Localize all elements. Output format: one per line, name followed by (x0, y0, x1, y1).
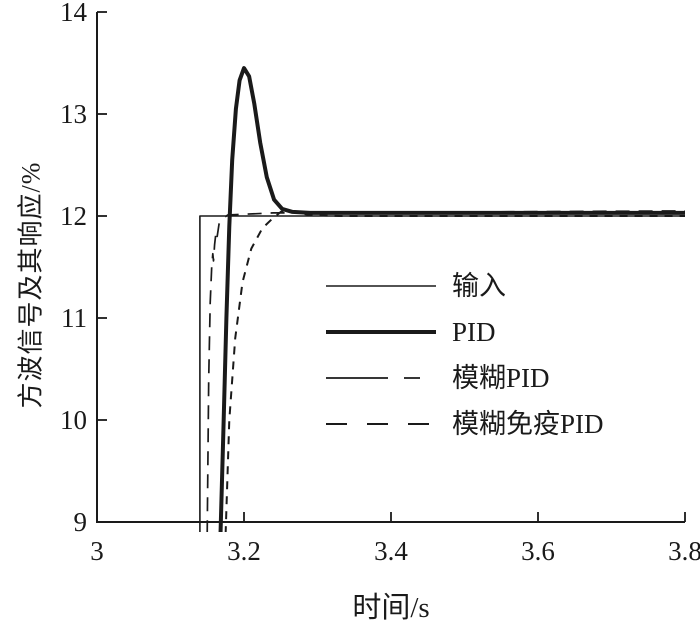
x-tick-label: 3.8 (668, 536, 700, 566)
legend-label: 模糊免疫PID (452, 409, 604, 439)
axes (96, 11, 686, 523)
legend-line-sample-fuzzy-immune-pid (326, 423, 436, 425)
y-tick-label: 11 (61, 303, 87, 333)
legend-item-fuzzy-pid: 模糊PID (322, 358, 652, 398)
x-tick-label: 3 (90, 536, 104, 566)
series-line-input (199, 215, 685, 532)
series-line-pid (218, 66, 685, 532)
legend-label: 模糊PID (452, 363, 550, 393)
x-tick-label: 3.4 (374, 536, 408, 566)
y-tick-label: 13 (60, 99, 87, 129)
y-tick-label: 12 (60, 201, 87, 231)
y-axis-title: 方波信号及其响应/% (16, 161, 46, 409)
data-series (199, 66, 686, 532)
legend-line-sample-pid (326, 330, 436, 334)
series-line-fuzzy-pid (206, 210, 686, 532)
legend: 输入 PID 模糊PID 模糊免疫PID (322, 266, 652, 450)
legend-label: 输入 (452, 271, 506, 301)
series-line-fuzzy-immune-pid (224, 208, 685, 532)
x-axis-title: 时间/s (352, 592, 430, 624)
y-tick-label: 14 (60, 0, 87, 27)
y-tick-label: 10 (60, 405, 87, 435)
x-tick-label: 3.2 (227, 536, 261, 566)
x-tick-label: 3.6 (521, 536, 555, 566)
legend-item-fuzzy-immune-pid: 模糊免疫PID (322, 404, 652, 444)
legend-line-sample-fuzzy-pid (326, 377, 436, 379)
legend-item-input: 输入 (322, 266, 652, 306)
legend-line-sample-input (326, 285, 436, 287)
y-tick-label: 9 (73, 507, 88, 537)
legend-item-pid: PID (322, 312, 652, 352)
axis-lines (96, 12, 685, 523)
legend-label: PID (452, 317, 496, 347)
